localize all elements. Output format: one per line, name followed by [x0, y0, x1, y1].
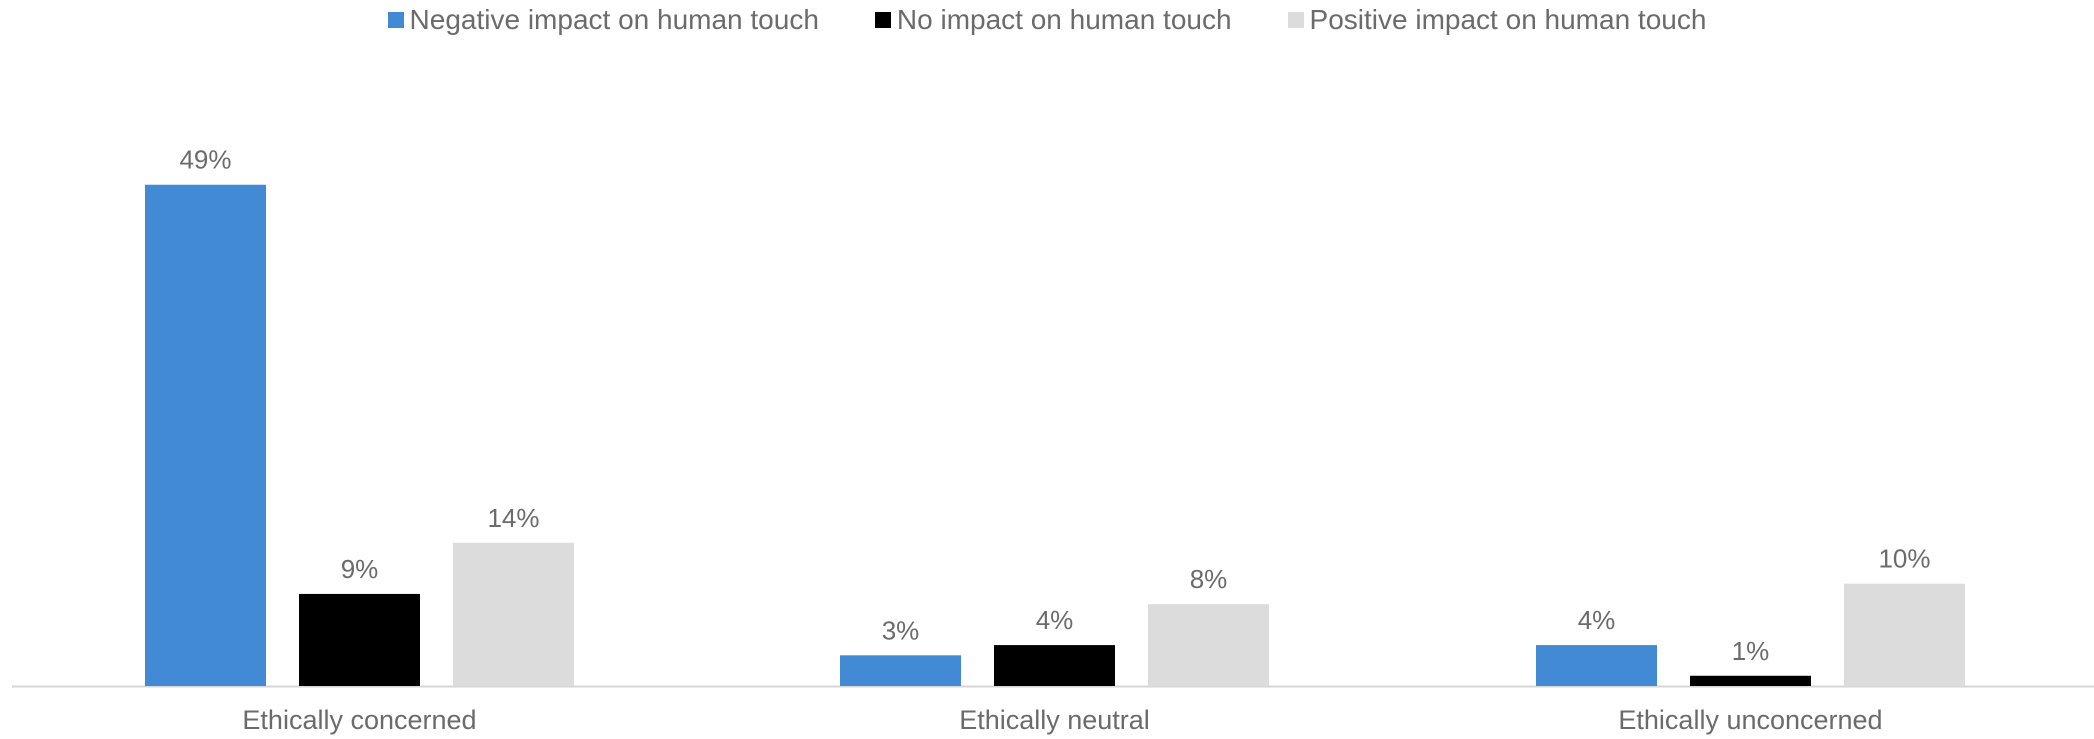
data-label-1-0: 3% — [882, 615, 920, 645]
x-tick-label-1: Ethically neutral — [959, 705, 1150, 735]
bar-1-2 — [1148, 604, 1269, 686]
data-label-0-0: 49% — [179, 145, 231, 175]
legend-label-positive: Positive impact on human touch — [1309, 4, 1707, 35]
bar-0-1 — [299, 593, 420, 686]
data-label-0-2: 14% — [487, 503, 539, 533]
legend-item-no-impact: No impact on human touch — [874, 4, 1232, 36]
bar-2-0 — [1536, 645, 1657, 686]
x-tick-label-0: Ethically concerned — [242, 705, 476, 735]
data-label-0-1: 9% — [341, 554, 379, 584]
legend-item-negative: Negative impact on human touch — [387, 4, 819, 36]
data-label-2-2: 10% — [1878, 544, 1930, 574]
bar-0-0 — [145, 184, 266, 687]
data-label-2-0: 4% — [1578, 605, 1616, 635]
data-label-1-2: 8% — [1190, 564, 1228, 594]
bar-2-1 — [1690, 675, 1811, 686]
legend-item-positive: Positive impact on human touch — [1287, 4, 1707, 36]
bar-1-0 — [840, 655, 961, 686]
data-label-2-1: 1% — [1732, 636, 1770, 666]
bar-0-2 — [453, 542, 574, 686]
x-tick-label-2: Ethically unconcerned — [1618, 705, 1882, 735]
legend: Negative impact on human touch No impact… — [0, 4, 2094, 36]
legend-swatch-positive — [1287, 12, 1304, 28]
legend-swatch-negative — [387, 12, 404, 28]
legend-label-negative: Negative impact on human touch — [409, 4, 819, 35]
legend-swatch-no-impact — [874, 12, 891, 28]
bar-1-1 — [994, 645, 1115, 686]
legend-label-no-impact: No impact on human touch — [896, 4, 1232, 35]
bar-2-2 — [1844, 583, 1965, 686]
data-label-1-1: 4% — [1036, 605, 1074, 635]
